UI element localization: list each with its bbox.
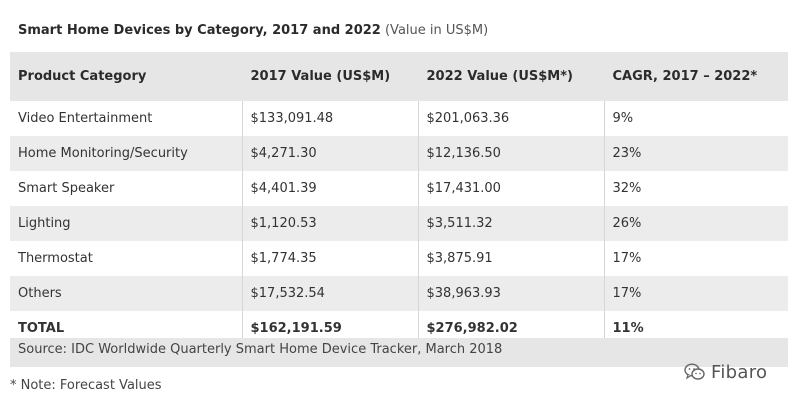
table-cell: 9%: [603, 101, 788, 136]
table-cell: $4,271.30: [241, 136, 418, 171]
header-cell: CAGR, 2017 – 2022*: [603, 52, 788, 101]
table-cell: Lighting: [10, 206, 242, 241]
table-cell: $3,875.91: [417, 241, 604, 276]
header-cell: 2022 Value (US$M*): [417, 52, 604, 101]
source-row: Source: IDC Worldwide Quarterly Smart Ho…: [10, 338, 788, 367]
footnote: * Note: Forecast Values: [10, 378, 162, 393]
table-cell: $201,063.36: [417, 101, 604, 136]
table-title-bar: Smart Home Devices by Category, 2017 and…: [10, 10, 788, 53]
watermark: Fibaro: [684, 361, 767, 383]
smart-home-table: Product Category 2017 Value (US$M) 2022 …: [10, 52, 788, 346]
table-cell: 23%: [603, 136, 788, 171]
wechat-icon: [684, 362, 706, 382]
source-text: Source: IDC Worldwide Quarterly Smart Ho…: [18, 342, 503, 357]
brand-name: Fibaro: [711, 361, 768, 383]
table-row: Lighting $1,120.53 $3,511.32 26%: [10, 206, 788, 241]
table-title: Smart Home Devices by Category, 2017 and…: [18, 23, 488, 38]
table-cell: Video Entertainment: [10, 101, 242, 136]
table-cell: Smart Speaker: [10, 171, 242, 206]
table-cell: 17%: [603, 276, 788, 311]
table-cell: $17,532.54: [241, 276, 418, 311]
table-cell: $3,511.32: [417, 206, 604, 241]
table-cell: Home Monitoring/Security: [10, 136, 242, 171]
table-cell: 32%: [603, 171, 788, 206]
table-row: Video Entertainment $133,091.48 $201,063.3…: [10, 101, 788, 136]
table-cell: 17%: [603, 241, 788, 276]
table-cell: $1,120.53: [241, 206, 418, 241]
table-row: Thermostat $1,774.35 $3,875.91 17%: [10, 241, 788, 276]
table-cell: $38,963.93: [417, 276, 604, 311]
table-cell: $12,136.50: [417, 136, 604, 171]
data-table-panel: Smart Home Devices by Category, 2017 and…: [10, 10, 788, 367]
header-cell: Product Category: [10, 52, 242, 101]
table-title-sub: (Value in US$M): [384, 23, 489, 38]
table-row: Home Monitoring/Security $4,271.30 $12,136…: [10, 136, 788, 171]
header-row: Product Category 2017 Value (US$M) 2022 …: [10, 52, 788, 101]
table-cell: $17,431.00: [417, 171, 604, 206]
header-cell: 2017 Value (US$M): [241, 52, 418, 101]
table-row: Smart Speaker $4,401.39 $17,431.00 32%: [10, 171, 788, 206]
table-cell: $1,774.35: [241, 241, 418, 276]
table-cell: $133,091.48: [241, 101, 418, 136]
table-cell: Thermostat: [10, 241, 242, 276]
table-cell: $4,401.39: [241, 171, 418, 206]
table-cell: 26%: [603, 206, 788, 241]
table-title-main: Smart Home Devices by Category, 2017 and…: [18, 23, 381, 38]
table-row: Others $17,532.54 $38,963.93 17%: [10, 276, 788, 311]
table-cell: Others: [10, 276, 242, 311]
table-body: Video Entertainment $133,091.48 $201,063.3…: [10, 101, 788, 346]
